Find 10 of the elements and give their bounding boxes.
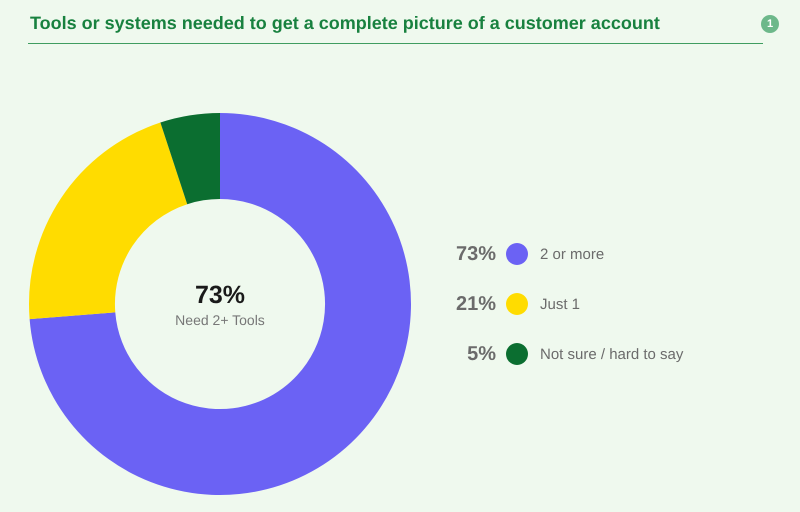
legend-label: Just 1 xyxy=(540,296,580,312)
legend-label: Not sure / hard to say xyxy=(540,346,684,362)
data-label: 73% xyxy=(454,242,496,266)
text: 73% xyxy=(194,280,246,310)
legend-label: 2 or more xyxy=(540,246,604,262)
text: Need 2+ Tools xyxy=(174,311,266,329)
chart-title: Tools or systems needed to get a complete picture of a customer account xyxy=(30,13,660,34)
data-label: 5% xyxy=(466,342,496,366)
number-badge: 1 xyxy=(761,15,779,33)
data-label: 21% xyxy=(454,292,496,316)
